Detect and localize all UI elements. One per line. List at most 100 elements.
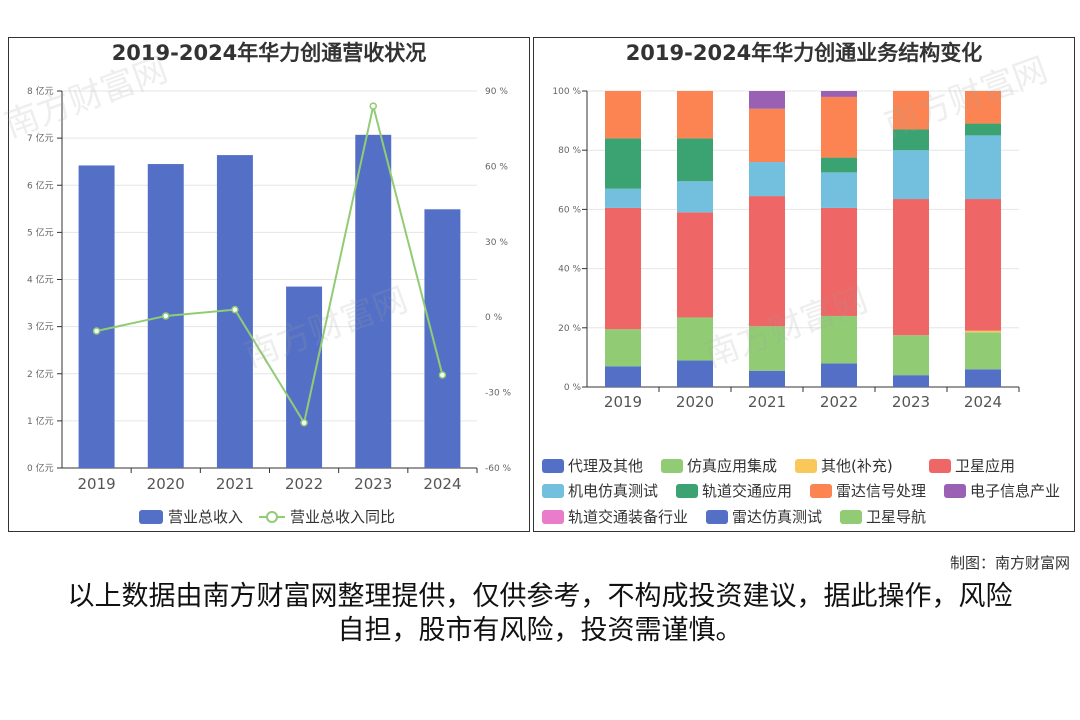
x-tick-label: 2020 [147,475,185,493]
legend-label: 雷达仿真测试 [732,508,822,526]
legend-swatch [706,510,728,524]
x-tick-label: 2024 [423,475,461,493]
x-tick-label: 2019 [604,393,642,411]
y-tick-label: 80 % [558,146,581,156]
stacked-bar-segment [965,123,1001,136]
stacked-bar-segment [821,363,857,387]
stacked-bar-segment [965,91,1001,124]
legend-label: 卫星导航 [866,508,926,526]
y-tick-label: 6 亿元 [27,179,54,191]
bar [286,286,323,468]
stacked-bar-segment [605,91,641,139]
legend-swatch [542,510,564,524]
y-tick-label: 2 亿元 [27,368,54,380]
stacked-bar-segment [749,91,785,109]
legend-swatch [266,511,278,523]
line-point [231,305,239,314]
stacked-bar-segment [605,366,641,387]
legend-label: 轨道交通应用 [702,482,792,500]
y-tick-label: 60 % [558,205,581,215]
stacked-bar-segment [677,181,713,213]
chart-credit: 制图：南方财富网 [949,554,1070,572]
stacked-bar-segment [893,375,929,387]
business-structure-chart: 2019-2024年华力创通业务结构变化 0 % 20 % 40 % 60 % 80 % 1… [542,41,1060,526]
stacked-bar-segment [749,196,785,327]
line-point [369,102,377,110]
stacked-bar-segment [821,315,857,364]
stacked-bar-segment [605,329,641,367]
y2-tick-label: -60 % [485,464,512,474]
stacked-bar-segment [677,317,713,361]
legend-swatch [810,484,832,498]
line-point [92,327,101,335]
y-tick-label: 5 亿元 [27,226,54,238]
x-tick-label: 2021 [748,393,786,411]
legend-label: 卫星应用 [955,457,1015,475]
y-tick-label: 40 % [558,265,581,275]
legend-swatch [795,459,817,473]
legend-label: 电子信息产业 [970,482,1060,500]
disclaimer-text: 以上数据由南方财富网整理提供，仅供参考，不构成投资建议，据此操作，风险自担，股市… [67,581,1013,646]
stacked-bar-segment [605,138,641,189]
x-tick-label: 2019 [77,475,115,493]
y-tick-label: 100 % [552,87,581,97]
y2-tick-label: 30 % [485,238,508,248]
stacked-bar-segment [893,91,929,130]
y-tick-label: 0 % [564,383,582,393]
y2-tick-label: 0 % [485,313,503,323]
x-tick-label: 2024 [964,393,1002,411]
stacked-bar-segment [893,335,929,376]
y-tick-label: 8 亿元 [27,85,54,97]
legend-swatch [840,510,862,524]
legend-label: 轨道交通装备行业 [568,508,688,526]
stacked-bar-segment [749,162,785,197]
legend-swatch [542,484,564,498]
line-point [300,419,308,427]
y2-tick-label: 90 % [485,87,508,97]
line-point [162,312,170,320]
y2-tick-label: 60 % [485,162,508,172]
legend-swatch [542,459,564,473]
stacked-bar-segment [677,212,713,318]
legend-swatch [661,459,683,473]
x-tick-label: 2021 [216,475,254,493]
y-tick-label: 0 亿元 [27,462,54,474]
y-tick-label: 7 亿元 [27,132,54,144]
legend-label: 其他(补充) [821,457,893,475]
line-point [438,371,447,379]
bar [424,209,461,468]
bar [78,165,115,468]
legend-label: 代理及其他 [568,457,643,475]
legend-label: 营业总收入 [168,508,243,526]
legend-swatch [139,510,163,524]
legend-label: 营业总收入同比 [290,508,395,526]
revenue-chart: 2019-2024年华力创通营收状况 0 亿元 1 亿元 2 亿元 3 亿元 4 亿元 5 … [27,41,512,526]
y-tick-label: 3 亿元 [27,321,54,333]
stacked-bar-segment [893,129,929,151]
x-tick-label: 2023 [354,475,392,493]
business-structure-chart-panel: 2019-2024年华力创通业务结构变化 0 % 20 % 40 % 60 % 80 % 1… [533,37,1075,532]
stacked-bar-segment [677,138,713,182]
legend-swatch [944,484,966,498]
legend-swatch [929,459,951,473]
chart-title: 2019-2024年华力创通营收状况 [112,41,427,65]
x-tick-label: 2022 [285,475,323,493]
y2-tick-label: -30 % [485,389,512,399]
stacked-bar-segment [965,330,1001,333]
stacked-bar-segment [749,370,785,387]
x-tick-label: 2020 [676,393,714,411]
legend-label: 雷达信号处理 [836,482,926,500]
stacked-bar-segment [821,207,857,316]
stacked-bar-segment [677,360,713,387]
stacked-bar-segment [821,172,857,208]
stacked-bar-segment [965,199,1001,331]
legend-label: 仿真应用集成 [687,457,777,475]
revenue-chart-panel: 2019-2024年华力创通营收状况 0 亿元 1 亿元 2 亿元 3 亿元 4 亿元 5 … [8,37,530,532]
x-tick-label: 2022 [820,393,858,411]
x-tick-label: 2023 [892,393,930,411]
stacked-bar-segment [605,207,641,330]
chart-title: 2019-2024年华力创通业务结构变化 [626,41,983,65]
stacked-bar-segment [677,91,713,139]
series-line [96,105,444,426]
stacked-bar-segment [749,326,785,371]
